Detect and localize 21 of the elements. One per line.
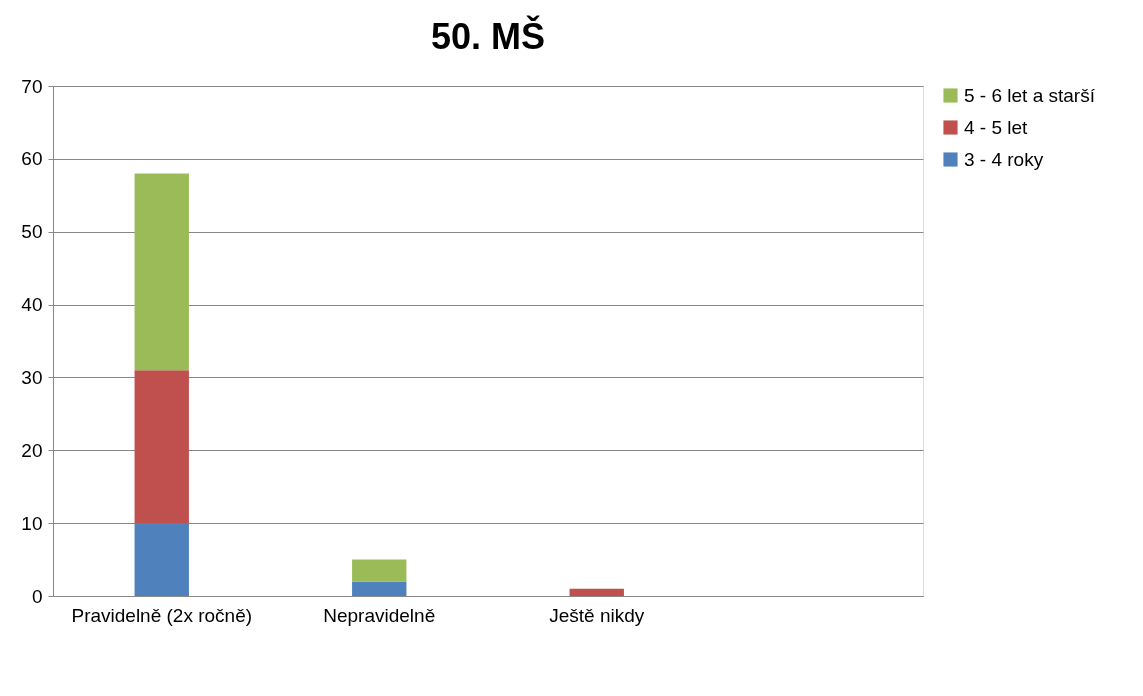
y-tick-label: 30 bbox=[21, 366, 43, 388]
bar bbox=[134, 173, 189, 371]
y-tick-label: 0 bbox=[31, 585, 43, 607]
x-tick-label: Pravidelně (2x ročně) bbox=[71, 604, 253, 626]
y-tick-label: 70 bbox=[21, 75, 43, 97]
bar bbox=[352, 559, 407, 582]
y-tick-label: 40 bbox=[21, 294, 43, 316]
x-tick-label: Ještě nikdy bbox=[549, 604, 645, 626]
y-tick-label: 20 bbox=[21, 439, 43, 461]
legend-label: 3 - 4 roky bbox=[964, 148, 1044, 170]
chart-title: 50. MŠ bbox=[430, 15, 546, 57]
y-tick-label: 60 bbox=[21, 148, 43, 170]
bar bbox=[569, 588, 624, 596]
bar bbox=[134, 370, 189, 524]
legend-label: 5 - 6 let a starší bbox=[964, 84, 1096, 106]
y-tick-label: 10 bbox=[21, 512, 43, 534]
legend-label: 4 - 5 let bbox=[964, 116, 1029, 138]
y-tick-label: 50 bbox=[21, 221, 43, 243]
bar bbox=[134, 523, 189, 596]
x-tick-label: Nepravidelně bbox=[323, 604, 436, 626]
bar bbox=[352, 581, 407, 596]
